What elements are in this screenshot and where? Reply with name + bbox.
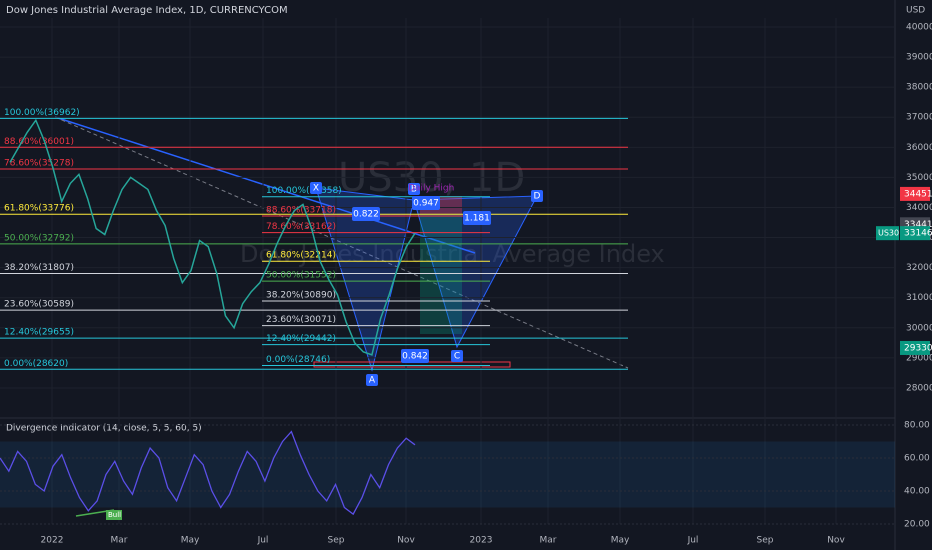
pattern-point [408,183,420,195]
pattern-label: X [313,184,319,194]
x-tick-label: Nov [827,536,845,546]
watermark: US30, 1D [338,155,525,201]
fib-label: 78.60%(33162) [266,222,336,232]
y-tick-label: 34000 [906,203,932,213]
y-tick-label: 37000 [906,113,932,123]
y-tick-label: 30000 [906,323,932,333]
symbol-tag [876,226,899,241]
y-tick-label: 38000 [906,83,932,93]
fib-label: 100.00%(36962) [4,108,80,118]
x-tick-label: Sep [328,536,345,546]
price-tag-label: 29330 [904,343,932,353]
price-tag-label: 34451 [904,189,932,199]
chart-title: Dow Jones Industrial Average Index, 1D, … [6,5,288,16]
ratio-label: 0.822 [353,210,379,220]
price-tag [900,226,930,241]
y-tick-label: 40000 [906,23,932,33]
price-tag-label: 33146 [904,229,932,239]
price-tag [900,186,930,201]
ratio-box [352,207,380,221]
pattern-point [531,190,543,202]
price-tag-label: 33441 [904,220,932,230]
fib-label: 61.80%(33776) [4,204,74,214]
ratio-label: 0.947 [413,199,439,209]
fib-label: 12.40%(29442) [266,334,336,344]
pattern-label: C [454,352,460,362]
indicator-line [0,430,416,516]
pattern-point [310,182,322,194]
y-tick-label: 39000 [906,53,932,63]
fib-label: 38.20%(30890) [266,291,336,301]
x-tick-label: 2022 [41,536,64,546]
indicator-tick: 20.00 [904,520,930,530]
fib-label: 38.20%(31807) [4,263,74,273]
ratio-box [412,196,440,210]
price-line [9,118,416,356]
fib-label: 50.00%(31552) [266,271,336,281]
pattern-point [366,374,378,386]
ratio-label: 1.181 [464,214,490,224]
pattern-label: A [369,376,376,386]
indicator-band [0,441,895,508]
currency: USD [906,6,925,16]
x-tick-label: Jul [687,536,699,546]
fib-label: 78.60%(35278) [4,159,74,169]
watermark-sub: Dow Jones Industrial Average Index [240,240,665,268]
bull-label: Bull [108,511,121,519]
fib-label: 0.00%(28620) [4,359,68,369]
bull-box [106,510,122,520]
indicator-title: Divergence Indicator (14, close, 5, 5, 6… [6,424,202,434]
target-zone [420,214,462,334]
fib-label: 12.40%(29655) [4,328,74,338]
ratio-box [463,211,491,225]
trendline-dashed [54,116,629,369]
fib-label: 61.80%(32214) [266,251,336,261]
fib-label: 88.60%(36001) [4,137,74,147]
y-tick-label: 28000 [906,383,932,393]
fib-label: 23.60%(30071) [266,315,336,325]
symbol-label: US30 [878,229,899,238]
fib-label: 88.60%(33718) [266,205,336,215]
price-tag [900,340,930,355]
trendline [54,116,476,254]
x-tick-label: May [181,536,200,546]
x-tick-label: 2023 [470,536,493,546]
fib-label: 0.00%(28746) [266,355,330,365]
y-tick-label: 32000 [906,263,932,273]
indicator-tick: 60.00 [904,454,930,464]
pattern-point [451,350,463,362]
fib-label: 50.00%(32792) [4,233,74,243]
y-tick-label: 35000 [906,173,932,183]
x-tick-label: Mar [111,536,128,546]
y-tick-label: 31000 [906,293,932,303]
x-tick-label: May [611,536,630,546]
x-tick-label: Mar [540,536,557,546]
y-tick-label: 36000 [906,143,932,153]
daily-high: Daily High [408,184,454,194]
y-tick-label: 29000 [906,353,932,363]
x-tick-label: Sep [757,536,774,546]
indicator-tick: 80.00 [904,421,930,431]
indicator-tick: 40.00 [904,487,930,497]
ratio-box [401,349,429,363]
pattern-label: D [534,192,541,202]
pattern-label: B [411,185,417,195]
fib-label: 23.60%(30589) [4,300,74,310]
x-tick-label: Nov [397,536,415,546]
x-tick-label: Jul [257,536,269,546]
fib-label: 100.00%(34358) [266,186,342,196]
ratio-label: 0.842 [402,352,428,362]
